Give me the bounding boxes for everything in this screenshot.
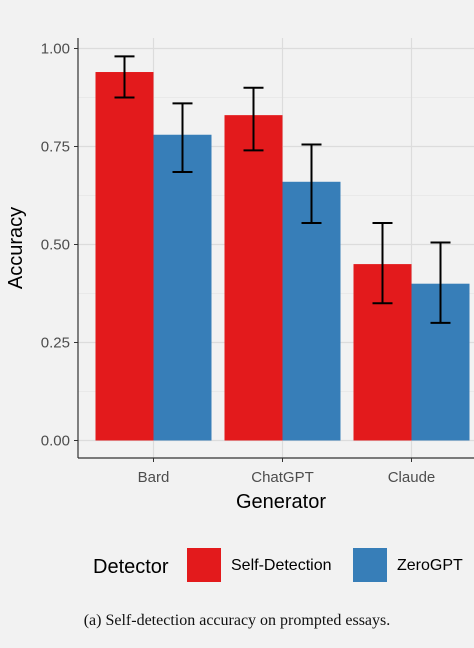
x-axis-title: Generator bbox=[236, 491, 326, 513]
legend: Detector Self-Detection ZeroGPT bbox=[93, 548, 463, 582]
legend-key bbox=[187, 548, 221, 582]
bar bbox=[282, 181, 341, 441]
y-tick-label: 0.25 bbox=[41, 335, 70, 352]
y-tick-label: 0.00 bbox=[41, 433, 70, 450]
y-axis-title: Accuracy bbox=[5, 207, 27, 289]
error-bars bbox=[114, 55, 451, 324]
bar bbox=[153, 134, 212, 441]
bars bbox=[95, 72, 470, 441]
y-tick-label: 0.50 bbox=[41, 237, 70, 254]
legend-label: ZeroGPT bbox=[397, 557, 463, 574]
legend-key bbox=[353, 548, 387, 582]
x-tick-label: Bard bbox=[138, 469, 170, 486]
y-tick-label: 0.75 bbox=[41, 139, 70, 156]
legend-label: Self-Detection bbox=[231, 557, 332, 574]
legend-title: Detector bbox=[93, 556, 169, 578]
figure-caption: (a) Self-detection accuracy on prompted … bbox=[83, 612, 391, 629]
y-tick-label: 1.00 bbox=[41, 41, 70, 58]
axes: 0.00 0.25 0.50 0.75 1.00 Bard ChatGPT Claude bbox=[41, 38, 474, 486]
x-tick-label: ChatGPT bbox=[251, 469, 314, 486]
bar bbox=[224, 115, 283, 441]
bar bbox=[95, 72, 154, 441]
x-tick-label: Claude bbox=[388, 469, 436, 486]
bar-chart: 0.00 0.25 0.50 0.75 1.00 Bard ChatGPT Claude Ge… bbox=[5, 38, 474, 582]
